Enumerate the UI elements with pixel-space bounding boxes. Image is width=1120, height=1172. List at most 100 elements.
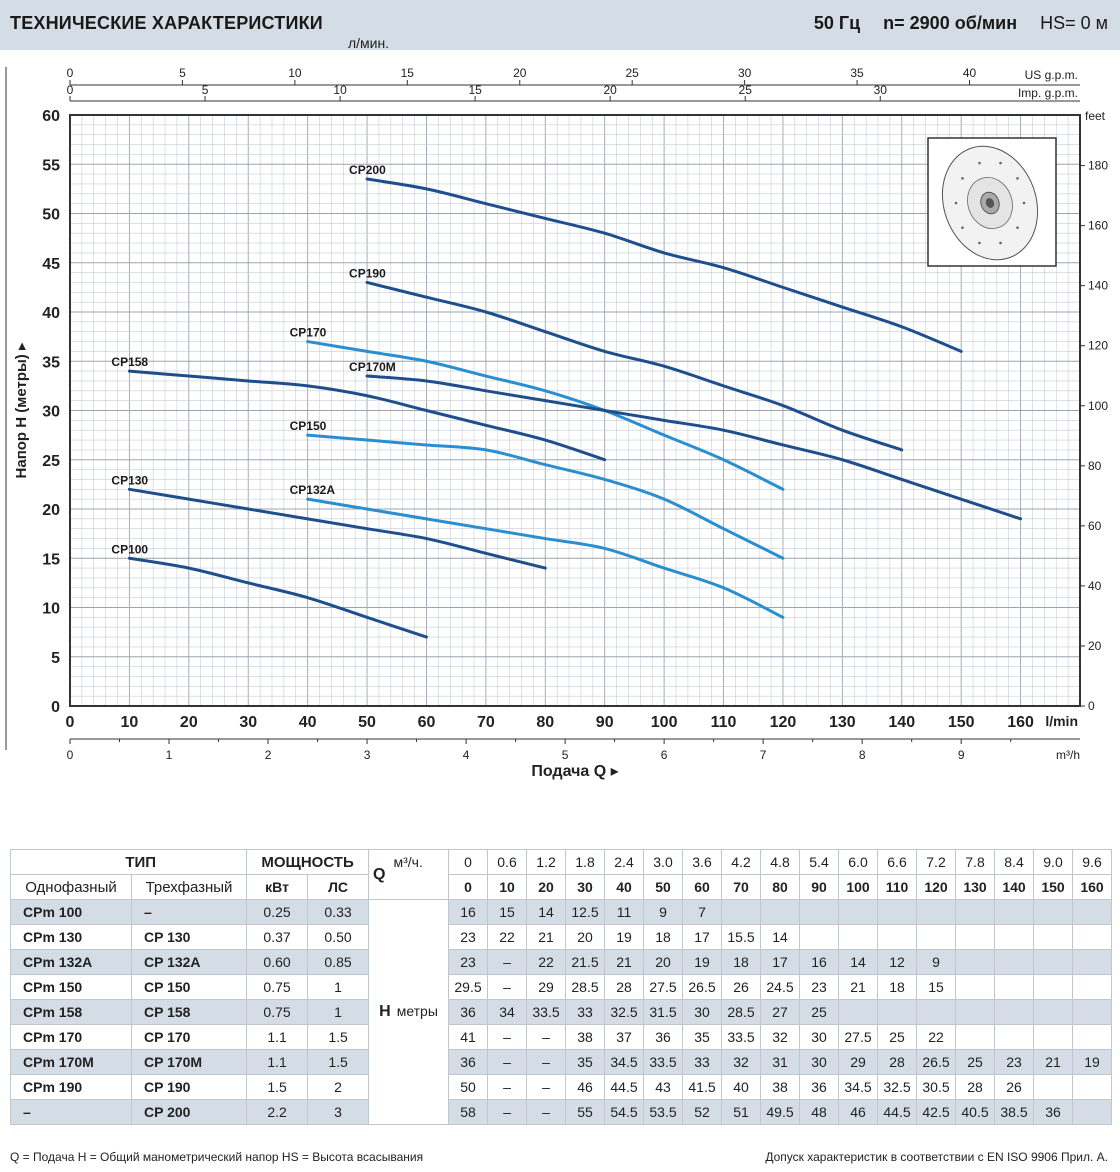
x-unit-lmin: l/min	[1045, 713, 1078, 729]
imp-gpm-tick-label: 30	[874, 83, 888, 97]
head-value: 30	[799, 1024, 839, 1050]
head-value: 19	[1072, 1049, 1112, 1075]
model-single-phase: CPm 132A	[10, 949, 132, 975]
m3h-tick-label: 8	[859, 748, 866, 762]
head-value: 48	[799, 1099, 839, 1125]
table-row: CPm 158 CP 158 0.75 1 36 34 33.5 33 32.5 31.5 30 28…	[10, 999, 1112, 1025]
q-m3h-value: 4.2	[721, 849, 761, 875]
series-label-cp190: CP190	[349, 266, 386, 280]
q-lmin-value: 160	[1072, 874, 1112, 900]
head-value: 22	[916, 1024, 956, 1050]
series-line-cp132a	[306, 497, 785, 619]
h-unit: метры	[396, 1003, 438, 1019]
head-value: 38.5	[994, 1099, 1034, 1125]
head-value	[1033, 999, 1073, 1025]
q-m3h-value: 7.8	[955, 849, 995, 875]
power-kw: 1.1	[246, 1049, 309, 1075]
head-value	[1072, 1074, 1112, 1100]
head-value	[838, 999, 878, 1025]
page-title: ТЕХНИЧЕСКИЕ ХАРАКТЕРИСТИКИ	[10, 13, 323, 33]
m3h-tick-label: 4	[463, 748, 470, 762]
head-value: –	[487, 1074, 527, 1100]
power-hp: 2	[307, 1074, 370, 1100]
model-three-phase: CP 190	[130, 1074, 248, 1100]
head-value: 34	[487, 999, 527, 1025]
feet-tick-label: 140	[1088, 279, 1108, 293]
impeller-vane-dot	[1016, 226, 1019, 229]
head-value: 41.5	[682, 1074, 722, 1100]
head-value: 22	[487, 924, 527, 950]
q-m3h-value: 4.8	[760, 849, 800, 875]
series-label-cp100: CP100	[111, 542, 148, 556]
table-header-row-2: Однофазный Трехфазный кВт ЛС 0 10 20 30 40 50 60 70…	[10, 874, 1112, 900]
head-value	[916, 899, 956, 925]
head-value: 20	[643, 949, 683, 975]
q-m3h-value: 2.4	[604, 849, 644, 875]
head-value: 51	[721, 1099, 761, 1125]
power-hp: 0.50	[307, 924, 370, 950]
x-tick-label: 100	[651, 714, 678, 731]
head-value: 31.5	[643, 999, 683, 1025]
head-value: 28	[955, 1074, 995, 1100]
head-value: –	[487, 949, 527, 975]
imp-gpm-tick-label: 5	[202, 83, 209, 97]
head-value: 33	[565, 999, 605, 1025]
power-kw: 0.37	[246, 924, 309, 950]
head-value: 21.5	[565, 949, 605, 975]
head-value: 17	[760, 949, 800, 975]
model-single-phase: CPm 130	[10, 924, 132, 950]
q-m3h-value: 9.0	[1033, 849, 1073, 875]
table-row: CPm 170 CP 170 1.1 1.5 41– –38 37 36 35 33.5 32 30 2…	[10, 1024, 1112, 1050]
head-value: 34.5	[838, 1074, 878, 1100]
head-value: 33.5	[526, 999, 566, 1025]
series-line-cp158	[127, 369, 607, 462]
feet-tick-label: 120	[1088, 339, 1108, 353]
model-single-phase: CPm 190	[10, 1074, 132, 1100]
q-m3h-value: 1.2	[526, 849, 566, 875]
power-kw: 0.25	[246, 899, 309, 925]
q-m3h-value: 3.6	[682, 849, 722, 875]
head-value	[1033, 949, 1073, 975]
head-value: 53.5	[643, 1099, 683, 1125]
us-gpm-tick-label: 20	[513, 66, 527, 80]
model-three-phase: CP 132A	[130, 949, 248, 975]
head-value	[838, 899, 878, 925]
model-single-phase: CPm 170	[10, 1024, 132, 1050]
q-lmin-value: 90	[799, 874, 839, 900]
head-value	[799, 924, 839, 950]
head-value: 18	[877, 974, 917, 1000]
table-row: – CP 200 2.2 3 58– –55 54.5 53.5 52 51 49.5 48 46 44.…	[10, 1099, 1112, 1125]
us-gpm-tick-label: 15	[401, 66, 415, 80]
head-value: 40	[721, 1074, 761, 1100]
head-value	[1072, 924, 1112, 950]
head-value: 33.5	[721, 1024, 761, 1050]
head-value: –	[487, 1099, 527, 1125]
m3h-tick-label: 9	[958, 748, 965, 762]
power-hp: 1.5	[307, 1024, 370, 1050]
q-lmin-value: 120	[916, 874, 956, 900]
head-value: 19	[604, 924, 644, 950]
head-value: 28.5	[565, 974, 605, 1000]
y-tick-label: 40	[42, 305, 60, 322]
y-tick-label: 10	[42, 601, 60, 618]
us-gpm-unit: US g.p.m.	[1025, 68, 1078, 82]
q-lmin-value: 10	[487, 874, 527, 900]
head-value	[877, 999, 917, 1025]
x-unit-m3h: m³/h	[1056, 748, 1080, 762]
impeller-vane-dot	[978, 161, 981, 165]
power-kw: 1.1	[246, 1024, 309, 1050]
head-value: 46	[565, 1074, 605, 1100]
x-tick-label: 10	[121, 714, 139, 731]
head-value	[1072, 1024, 1112, 1050]
head-value: 21	[526, 924, 566, 950]
head-value: 32	[721, 1049, 761, 1075]
model-single-phase: CPm 158	[10, 999, 132, 1025]
q-lmin-value: 0	[448, 874, 488, 900]
head-value: 9	[643, 899, 683, 925]
head-value: 11	[604, 899, 644, 925]
single-phase-header: Однофазный	[10, 874, 132, 900]
y-tick-label: 5	[51, 650, 60, 667]
m3h-tick-label: 2	[265, 748, 272, 762]
head-value: 41	[448, 1024, 488, 1050]
